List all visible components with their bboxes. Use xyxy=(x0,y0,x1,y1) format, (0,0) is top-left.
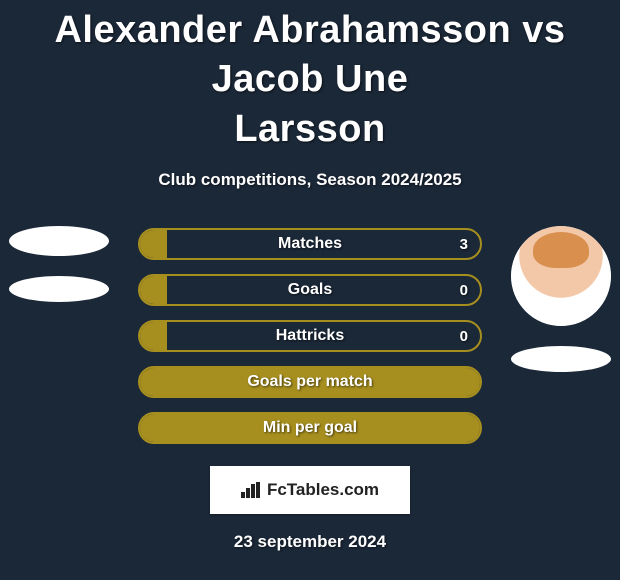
title-line-2: Larsson xyxy=(234,108,385,150)
player-right-column xyxy=(506,226,616,372)
stat-bar: Hattricks0 xyxy=(138,320,482,352)
subtitle: Club competitions, Season 2024/2025 xyxy=(0,170,620,190)
logo-box[interactable]: FcTables.com xyxy=(210,466,410,514)
stat-bar: Goals0 xyxy=(138,274,482,306)
stat-bar-label: Goals xyxy=(140,276,480,304)
stat-bar-value-right: 0 xyxy=(448,322,480,350)
stat-bar: Matches3 xyxy=(138,228,482,260)
logo-text: FcTables.com xyxy=(267,480,379,500)
page-title: Alexander Abrahamsson vs Jacob Une Larss… xyxy=(0,0,620,154)
player-right-name-placeholder xyxy=(511,346,611,372)
stat-bar-label: Hattricks xyxy=(140,322,480,350)
stat-bar-label: Goals per match xyxy=(140,368,480,396)
stat-bar: Goals per match xyxy=(138,366,482,398)
player-left-name-placeholder xyxy=(9,276,109,302)
stat-bar-label: Min per goal xyxy=(140,414,480,442)
bar-chart-icon xyxy=(241,482,261,498)
player-left-avatar-placeholder xyxy=(9,226,109,256)
title-line-1: Alexander Abrahamsson vs Jacob Une xyxy=(54,9,565,100)
stat-bar-value-right: 3 xyxy=(448,230,480,258)
player-left-column xyxy=(4,226,114,302)
stat-bar-value-right: 0 xyxy=(448,276,480,304)
player-right-avatar xyxy=(511,226,611,326)
stat-bars: Matches3Goals0Hattricks0Goals per matchM… xyxy=(138,228,482,444)
date-text: 23 september 2024 xyxy=(0,532,620,552)
comparison-section: Matches3Goals0Hattricks0Goals per matchM… xyxy=(0,228,620,444)
player-right-face-icon xyxy=(511,226,611,326)
stat-bar-label: Matches xyxy=(140,230,480,258)
stat-bar: Min per goal xyxy=(138,412,482,444)
